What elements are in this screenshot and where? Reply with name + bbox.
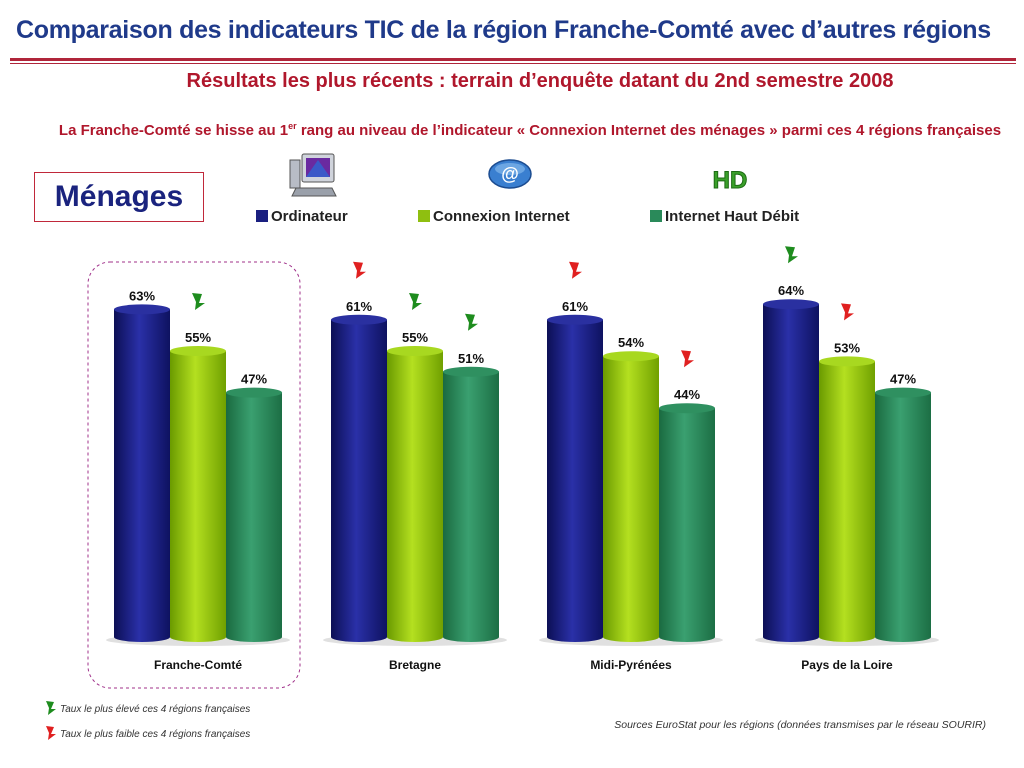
data-label: 53% — [834, 340, 860, 355]
data-label: 44% — [674, 387, 700, 402]
bar — [875, 392, 931, 637]
bar-top — [875, 387, 931, 398]
title-divider-thin — [10, 63, 1016, 64]
bar-base — [387, 632, 443, 642]
bar — [331, 319, 387, 637]
legend-item-ordinateur: Ordinateur — [256, 208, 348, 225]
bar — [387, 351, 443, 637]
red-arrow-marker — [569, 261, 582, 279]
bar — [763, 304, 819, 637]
bar-base — [170, 632, 226, 642]
at-sign-icon: @ — [488, 159, 532, 189]
bar-base — [603, 632, 659, 642]
data-label: 63% — [129, 288, 155, 303]
computer-icon — [289, 153, 337, 197]
bar-top — [114, 304, 170, 315]
bar — [443, 371, 499, 637]
bar-base — [226, 632, 282, 642]
category-label: Pays de la Loire — [801, 658, 893, 672]
section-label: Ménages — [34, 172, 204, 222]
note-lowest: Taux le plus faible ces 4 régions frança… — [44, 725, 250, 741]
data-label: 64% — [778, 283, 804, 298]
data-label: 55% — [185, 330, 211, 345]
legend-swatch — [418, 210, 430, 222]
bar-base — [331, 632, 387, 642]
bar-top — [170, 346, 226, 356]
legend-swatch — [256, 210, 268, 222]
bar-base — [875, 632, 931, 642]
bar-top — [547, 314, 603, 325]
page-title: Comparaison des indicateurs TIC de la ré… — [16, 16, 991, 44]
red-arrow-icon — [46, 726, 56, 740]
bar — [170, 351, 226, 637]
title-divider — [10, 58, 1016, 61]
data-label: 55% — [402, 330, 428, 345]
red-arrow-marker — [841, 303, 854, 321]
intro-text: La Franche-Comté se hisse au 1er rang au… — [58, 121, 1002, 139]
bar-base — [114, 632, 170, 642]
green-arrow-icon — [46, 701, 56, 715]
category-label: Midi-Pyrénées — [590, 658, 672, 672]
bar-base — [763, 632, 819, 642]
svg-text:HD: HD — [713, 167, 748, 192]
bar — [659, 408, 715, 637]
bar-base — [819, 632, 875, 642]
bar-base — [547, 632, 603, 642]
bar — [114, 309, 170, 637]
bar-top — [819, 356, 875, 367]
subtitle: Résultats les plus récents : terrain d’e… — [186, 70, 894, 92]
note-highest: Taux le plus élevé ces 4 régions françai… — [44, 700, 250, 716]
green-arrow-marker — [409, 293, 422, 310]
highlight-box — [87, 261, 301, 689]
bar-top — [659, 403, 715, 414]
data-label: 54% — [618, 335, 644, 350]
bar-base — [659, 632, 715, 642]
red-arrow-marker — [681, 350, 694, 368]
bar-top — [603, 351, 659, 362]
bar-top — [226, 387, 282, 398]
bar — [603, 356, 659, 637]
data-label: 47% — [890, 372, 916, 387]
green-arrow-marker — [465, 313, 478, 331]
bar-top — [331, 314, 387, 325]
data-label: 51% — [458, 351, 484, 366]
bar — [226, 392, 282, 637]
bar-top — [387, 346, 443, 356]
hd-icon: HD — [712, 167, 748, 193]
source-note: Sources EuroStat pour les régions (donné… — [614, 719, 986, 731]
bar-base — [443, 632, 499, 642]
red-arrow-marker — [353, 261, 366, 279]
bar-top — [763, 299, 819, 310]
bar-top — [443, 366, 499, 377]
data-label: 61% — [562, 299, 588, 314]
legend-item-haut-debit: Internet Haut Débit — [650, 208, 799, 225]
category-label: Bretagne — [389, 658, 441, 672]
green-arrow-marker — [785, 246, 798, 264]
svg-text:@: @ — [501, 164, 519, 184]
data-label: 61% — [346, 299, 372, 314]
bar — [547, 319, 603, 637]
legend-swatch — [650, 210, 662, 222]
category-label: Franche-Comté — [154, 658, 242, 672]
green-arrow-marker — [192, 293, 205, 310]
bar — [819, 361, 875, 637]
data-label: 47% — [241, 372, 267, 387]
legend-item-connexion: Connexion Internet — [418, 208, 570, 225]
